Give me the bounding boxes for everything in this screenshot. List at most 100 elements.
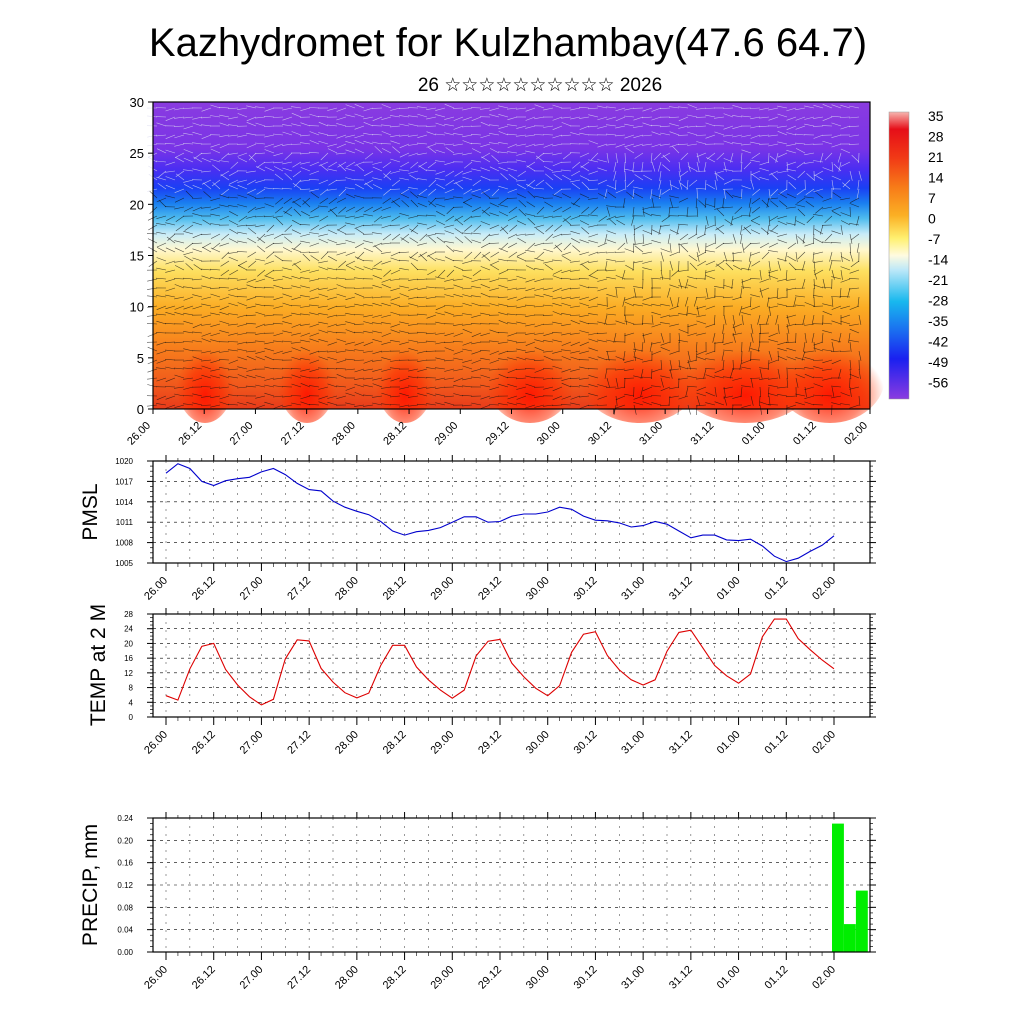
wind-barb — [750, 251, 761, 256]
wind-barb — [210, 332, 221, 337]
wind-barb — [392, 200, 401, 208]
wind-barb — [319, 197, 329, 204]
wind-barb — [706, 152, 716, 160]
wind-barb — [606, 206, 611, 217]
wind-barb — [813, 214, 824, 217]
wind-barb — [389, 395, 401, 398]
wind-barb — [227, 341, 239, 343]
wind-barb — [624, 233, 628, 244]
wind-barb — [453, 284, 464, 289]
wind-barb — [571, 182, 581, 190]
wind-barb — [237, 348, 248, 352]
wind-barb — [517, 184, 527, 190]
wind-barb — [373, 215, 383, 223]
wind-barb — [579, 314, 590, 318]
wind-barb — [757, 341, 761, 352]
wind-barb — [291, 383, 302, 388]
wind-barb — [282, 267, 293, 271]
wind-barb — [715, 173, 725, 181]
wind-barb — [668, 116, 680, 118]
wind-barb — [704, 269, 707, 280]
wind-barb — [417, 134, 428, 138]
wind-barb — [777, 239, 788, 244]
wind-barb — [345, 392, 356, 397]
wind-barb — [292, 201, 302, 208]
wind-barb — [246, 368, 257, 372]
wind-barb — [210, 339, 221, 343]
wind-barb — [633, 143, 644, 148]
section-xtick-label: 30.12 — [586, 420, 614, 448]
wind-barb — [327, 314, 338, 318]
wind-barb — [272, 161, 284, 164]
wind-barb — [822, 368, 833, 371]
wind-barb — [219, 367, 230, 370]
wind-barb — [201, 296, 212, 300]
wind-barb — [722, 197, 725, 208]
wind-barb — [660, 248, 671, 253]
wind-barb — [228, 302, 239, 307]
wind-barb — [443, 305, 455, 307]
wind-barb — [515, 314, 527, 316]
wind-barb — [300, 277, 311, 280]
wind-barb — [401, 200, 410, 208]
wind-barb — [210, 115, 221, 118]
xtick-label: 27.00 — [238, 964, 266, 992]
wind-barb — [227, 196, 239, 199]
wind-barb — [624, 296, 635, 301]
wind-barb — [443, 341, 455, 343]
wind-barb — [587, 323, 599, 325]
wind-barb — [705, 114, 716, 118]
wind-barb — [561, 287, 572, 291]
wind-barb — [804, 323, 815, 326]
wind-barb — [192, 340, 203, 343]
wind-barb — [642, 107, 653, 112]
wind-barb — [327, 143, 338, 147]
wind-barb — [327, 239, 338, 244]
wind-barb — [212, 164, 221, 172]
wind-barb — [722, 206, 734, 209]
wind-barb — [705, 215, 709, 226]
wind-barb — [147, 368, 158, 373]
wind-barb — [309, 188, 320, 192]
wind-barb — [435, 367, 446, 370]
wind-barb — [372, 275, 383, 280]
wind-barb — [642, 260, 653, 264]
colorbar-label: 35 — [928, 108, 944, 124]
wind-barb — [300, 161, 311, 165]
wind-barb — [849, 323, 860, 326]
wind-barb — [714, 233, 716, 245]
wind-barb — [255, 375, 266, 379]
wind-barb — [814, 191, 824, 199]
wind-barb — [689, 262, 698, 271]
wind-barb — [750, 377, 754, 388]
wind-barb — [651, 131, 662, 136]
wind-barb — [669, 386, 680, 390]
wind-barb — [795, 295, 806, 298]
wind-barb — [830, 350, 842, 352]
wind-barb — [210, 368, 221, 372]
wind-barb — [695, 296, 707, 298]
wind-barb — [272, 359, 284, 361]
wind-barb — [552, 143, 563, 147]
xtick-label: 31.00 — [619, 575, 647, 603]
wind-barb — [542, 152, 554, 155]
wind-barb — [165, 116, 176, 121]
wind-barb — [155, 160, 167, 163]
wind-barb — [713, 314, 716, 326]
wind-barb — [615, 107, 626, 112]
wind-barb — [813, 233, 815, 245]
wind-barb — [624, 332, 635, 337]
ytick-label: 28 — [124, 610, 133, 619]
wind-barb — [202, 219, 212, 226]
wind-barb — [641, 134, 653, 137]
wind-barb — [255, 179, 266, 183]
wind-barb — [299, 188, 311, 190]
wind-barb — [705, 305, 716, 310]
wind-barb — [608, 218, 617, 226]
wind-barb — [444, 347, 455, 352]
wind-barb — [417, 386, 428, 390]
wind-barb — [507, 395, 518, 400]
wind-barb — [743, 161, 752, 170]
wind-barb — [462, 125, 473, 128]
wind-barb — [768, 188, 771, 199]
